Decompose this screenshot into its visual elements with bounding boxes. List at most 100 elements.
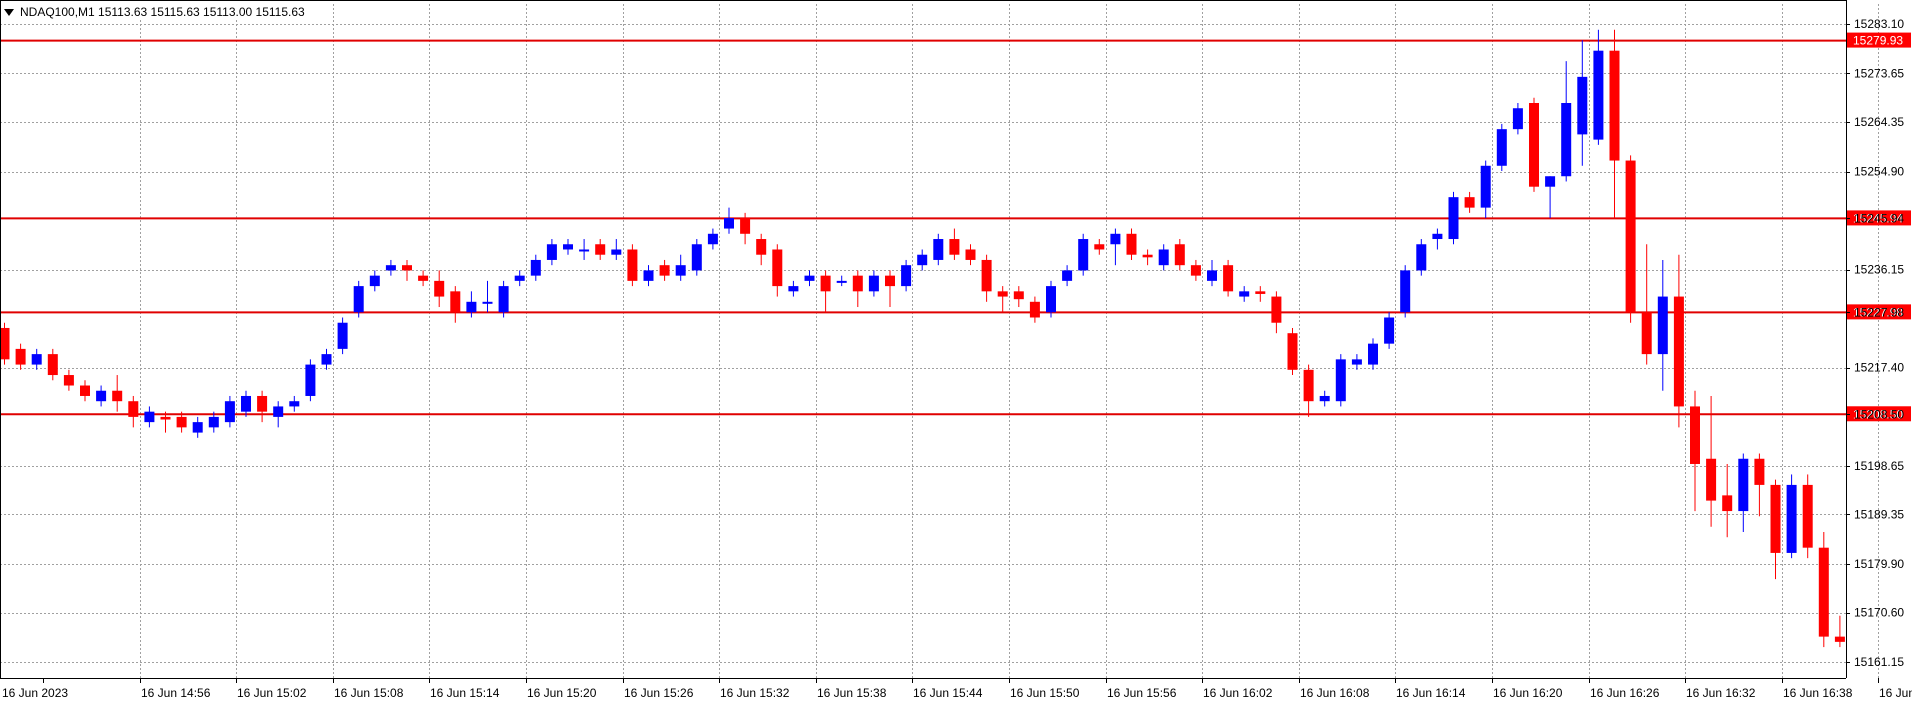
candle-body [563, 244, 573, 250]
candle [820, 270, 831, 313]
candle-body [96, 390, 107, 402]
candle [901, 259, 912, 292]
candle-body [820, 275, 831, 292]
candle [675, 254, 686, 281]
symbol-timeframe: NDAQ100,M1 [20, 5, 95, 19]
candle [273, 401, 284, 428]
candle-body [1094, 244, 1105, 250]
candle [241, 390, 251, 417]
candle [1657, 259, 1668, 391]
candle [47, 348, 58, 381]
candle [1706, 395, 1717, 527]
candle [1351, 354, 1362, 370]
candle [1690, 390, 1700, 512]
candle [804, 270, 815, 287]
y-tick-label: 15208.50 [1854, 407, 1904, 421]
candle-body [981, 259, 992, 292]
candle [546, 239, 557, 266]
candle-body [1657, 296, 1668, 355]
candle-body [1738, 458, 1749, 512]
candle-body [1625, 160, 1636, 313]
candle [852, 270, 863, 308]
candle [1062, 265, 1073, 287]
candle-body [1029, 301, 1040, 318]
candle [1029, 296, 1040, 323]
x-tick-label: 16 Jun 15:14 [430, 686, 500, 700]
candle [1368, 338, 1378, 370]
candle [112, 375, 123, 412]
candle [176, 411, 187, 433]
ohlc-values: 15113.63 15115.63 15113.00 15115.63 [98, 5, 305, 19]
candle-body [418, 275, 429, 281]
candle [1834, 615, 1845, 648]
candle [1738, 453, 1749, 532]
candle-body [1754, 458, 1765, 485]
candle-body [0, 327, 10, 360]
candle-body [63, 375, 74, 386]
candle-body [997, 291, 1008, 297]
candle [1786, 474, 1797, 559]
candle-body [1448, 197, 1459, 240]
candle [337, 317, 348, 355]
candle [1432, 228, 1443, 250]
y-tick-label: 15254.90 [1854, 165, 1904, 179]
candle [15, 343, 26, 370]
candle-body [1013, 291, 1024, 300]
candle [418, 270, 429, 287]
candle-body [1529, 102, 1539, 187]
candle [128, 395, 139, 428]
horizontal-level-lines[interactable]: 15279.93 15245.94 15227.98 15208.50 [0, 32, 1911, 422]
candle [1303, 364, 1314, 417]
chart-header: NDAQ100,M1 15113.63 15115.63 15113.00 15… [4, 4, 309, 20]
y-tick-label: 15264.35 [1854, 115, 1904, 129]
candle [885, 270, 895, 308]
candle-body [949, 239, 960, 255]
candle [1255, 286, 1266, 302]
candle-body [1351, 359, 1362, 365]
candle-body [1158, 249, 1169, 266]
candle-body [852, 275, 863, 292]
candle-body [1207, 270, 1217, 281]
candle-body [1690, 406, 1700, 464]
candle [997, 286, 1008, 313]
candle [450, 286, 461, 323]
candle [1046, 280, 1056, 318]
y-tick-label: 15245.94 [1854, 211, 1904, 225]
x-tick-label: 16 Jun 15:44 [913, 686, 983, 700]
y-tick-label: 15170.60 [1854, 606, 1904, 620]
candle-body [1368, 343, 1378, 365]
candle-body [1046, 286, 1056, 313]
candle-body [659, 265, 670, 276]
candle [965, 244, 976, 266]
candle-body [707, 233, 718, 245]
triangle-down-icon[interactable] [4, 8, 14, 16]
candle-body [1190, 265, 1201, 276]
candle [385, 259, 396, 276]
candle-body [1174, 244, 1185, 266]
candle-body [1432, 233, 1443, 240]
candle [788, 280, 799, 297]
candle [63, 369, 74, 391]
x-tick-label: 16 Jun 15:38 [817, 686, 887, 700]
candle [1384, 312, 1395, 349]
candle-body [305, 364, 316, 396]
candle-body [917, 254, 928, 266]
candle [514, 270, 525, 287]
candles [0, 29, 1845, 648]
level-price-tag [1847, 406, 1911, 422]
candle-body [144, 411, 155, 423]
candle-body [1255, 291, 1266, 294]
candle-body [369, 275, 380, 287]
level-price-tag [1847, 32, 1911, 48]
y-tick-label: 15189.35 [1854, 507, 1904, 521]
candle [579, 239, 590, 260]
candle-body [47, 354, 58, 376]
candle-body [1834, 636, 1845, 642]
candle-body [1142, 254, 1153, 258]
candle [868, 270, 879, 297]
candle-body [1335, 359, 1346, 402]
y-tick-label: 15283.10 [1854, 17, 1904, 31]
candle-body [1786, 484, 1797, 553]
candle-body [224, 401, 235, 423]
